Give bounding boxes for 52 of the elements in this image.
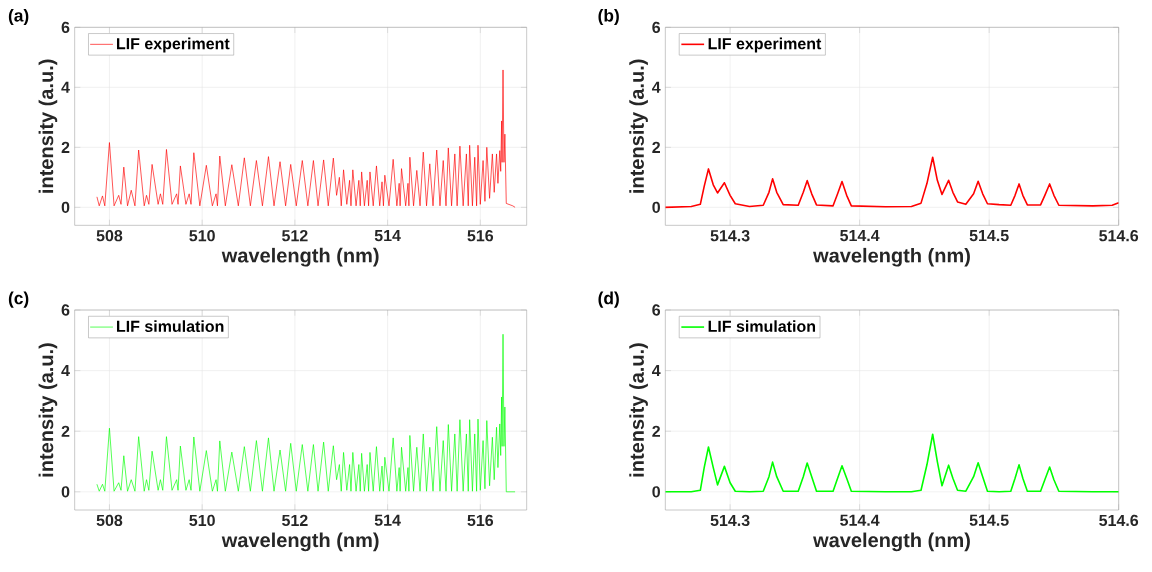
legend-label: LIF experiment [708,37,822,53]
y-axis-title: intensity (a.u.) [38,343,58,477]
y-tick-label: 2 [61,425,70,437]
text: (d) [598,291,619,308]
x-axis-title: wavelength (nm) [813,532,970,552]
x-tick-label: 514.4 [840,514,880,526]
x-tick-label: 516 [467,230,494,242]
y-tick-label: 4 [651,365,661,377]
text: (a) [8,8,29,26]
x-tick-label: 514 [374,230,401,242]
y-tick-label: 6 [61,304,70,316]
x-tick-label: 508 [96,230,123,242]
x-tick-label: 512 [282,514,308,527]
x-tick-label: 514 [374,514,401,526]
line-series [96,69,516,208]
x-tick-label: 510 [189,514,215,527]
x-tick-label: 516 [467,514,494,527]
y-tick-label: 6 [61,21,70,33]
y-tick-label: 0 [652,201,660,213]
text: (b) [598,8,619,26]
y-tick-label: 4 [651,81,661,93]
x-tick-label: 514.5 [969,230,1009,242]
y-tick-label: 2 [652,141,660,153]
x-tick-label: 510 [189,230,215,242]
text: (c) [8,291,29,308]
y-tick-label: 6 [652,304,661,316]
x-tick-label: 514.5 [969,514,1009,526]
x-tick-label: 512 [282,230,308,242]
y-tick-label: 0 [61,201,70,213]
x-tick-label: 514.4 [840,230,880,242]
y-axis-title: intensity (a.u.) [38,59,58,193]
x-axis-title: wavelength (nm) [221,532,379,552]
x-tick-label: 508 [96,514,123,527]
x-tick-label: 514.3 [710,230,750,242]
y-tick-label: 0 [652,486,660,498]
legend-label: LIF simulation [116,320,224,333]
line-series [665,156,1119,209]
y-tick-label: 2 [652,425,660,437]
y-tick-label: 2 [61,141,70,153]
y-tick-label: 4 [61,365,70,377]
y-axis-title: intensity (a.u.) [629,343,648,477]
y-tick-label: 6 [652,21,661,33]
y-tick-label: 4 [61,81,70,93]
x-axis-title: wavelength (nm) [221,247,379,267]
x-axis-title: wavelength (nm) [813,247,970,267]
legend-label: LIF simulation [708,320,816,333]
x-tick-label: 514.3 [710,514,750,527]
legend-label: LIF experiment [116,37,230,53]
y-tick-label: 0 [61,486,70,498]
x-tick-label: 514.6 [1099,230,1139,242]
x-tick-label: 514.6 [1099,514,1139,527]
y-axis-title: intensity (a.u.) [629,59,648,193]
